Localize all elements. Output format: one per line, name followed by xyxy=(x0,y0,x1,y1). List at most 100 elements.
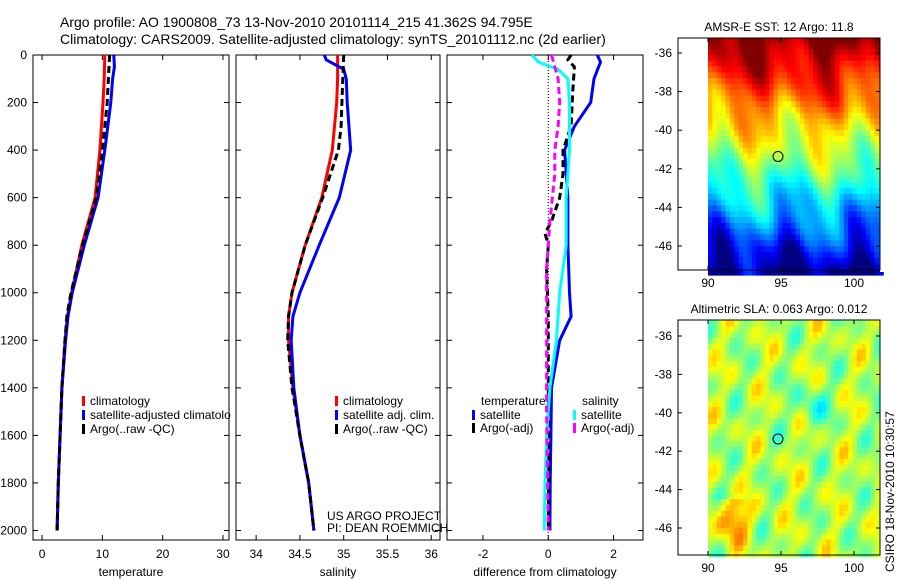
map-cell xyxy=(729,378,735,385)
map-cell xyxy=(778,481,784,489)
map-cell xyxy=(782,205,788,212)
map-cell xyxy=(747,37,753,44)
map-cell xyxy=(808,136,814,143)
map-cell xyxy=(795,458,801,466)
map-cell xyxy=(743,481,748,489)
map-cell xyxy=(769,217,775,224)
map-cell xyxy=(773,326,779,333)
map-lat-label: -36 xyxy=(655,329,673,343)
map-cell xyxy=(786,72,792,79)
map-cell xyxy=(751,89,757,97)
map-cell xyxy=(852,153,858,160)
map-cell xyxy=(830,401,836,408)
map-cell xyxy=(870,384,876,391)
map-cell xyxy=(716,424,722,431)
map-cell xyxy=(764,522,770,529)
map-cell xyxy=(769,430,775,437)
map-cell xyxy=(778,389,784,397)
map-cell xyxy=(808,412,814,420)
map-cell xyxy=(826,458,832,466)
map-cell xyxy=(712,217,718,224)
map-cell xyxy=(852,107,858,114)
map-cell xyxy=(821,107,827,114)
map-cell xyxy=(830,349,836,356)
map-cell xyxy=(743,407,748,414)
map-cell xyxy=(756,435,762,443)
map-cell xyxy=(760,246,766,253)
map-cell xyxy=(769,349,775,356)
map-cell xyxy=(795,366,801,374)
map-cell xyxy=(852,539,858,546)
map-cell xyxy=(786,447,792,454)
map-cell xyxy=(795,320,801,327)
map-cell xyxy=(743,441,748,448)
map-cell xyxy=(791,205,797,212)
map-cell xyxy=(800,516,805,523)
map-cell xyxy=(743,136,748,143)
map-cell xyxy=(852,193,858,201)
map-cell xyxy=(756,188,762,195)
map-cell xyxy=(830,412,836,420)
y-tick-label: 1400 xyxy=(0,381,27,395)
map-cell xyxy=(843,141,849,149)
map-cell xyxy=(808,193,814,201)
map-cell xyxy=(813,118,819,125)
map-cell xyxy=(782,447,788,454)
map-cell xyxy=(852,337,858,345)
map-cell xyxy=(725,470,731,477)
legend-swatch xyxy=(335,424,338,434)
map-cell xyxy=(808,505,814,512)
map-cell xyxy=(786,476,792,483)
map-cell xyxy=(852,389,858,397)
map-cell xyxy=(769,343,775,351)
map-cell xyxy=(865,458,871,466)
map-cell xyxy=(870,539,876,546)
map-cell xyxy=(856,228,862,235)
map-cell xyxy=(813,153,819,160)
map-cell xyxy=(848,217,854,224)
map-cell xyxy=(716,136,722,143)
map-cell xyxy=(778,107,784,114)
map-cell xyxy=(795,130,801,137)
map-cell xyxy=(743,332,748,339)
map-cell xyxy=(729,447,735,454)
map-cell xyxy=(817,320,823,327)
map-cell xyxy=(870,193,876,201)
map-cell xyxy=(791,424,797,431)
map-cell xyxy=(800,246,805,253)
map-cell xyxy=(729,407,735,414)
map-cell xyxy=(712,49,718,56)
map-cell xyxy=(747,182,753,189)
map-cell xyxy=(791,49,797,56)
map-cell xyxy=(734,453,740,460)
map-cell xyxy=(861,66,867,73)
map-cell xyxy=(738,481,744,489)
map-cell xyxy=(800,107,805,114)
map-cell xyxy=(738,320,744,327)
map-cell xyxy=(848,37,854,44)
map-cell xyxy=(747,72,753,79)
map-cell xyxy=(760,412,766,420)
map-cell xyxy=(856,424,862,431)
map-cell xyxy=(751,320,757,327)
map-cell xyxy=(747,54,753,62)
map-cell xyxy=(821,49,827,56)
map-cell xyxy=(852,355,858,362)
map-cell xyxy=(721,147,727,154)
map-cell xyxy=(747,49,753,56)
map-cell xyxy=(743,458,748,466)
map-cell xyxy=(764,470,770,477)
map-cell xyxy=(769,228,775,235)
map-cell xyxy=(804,199,810,207)
x-axis-label: temperature xyxy=(99,565,164,579)
map-cell xyxy=(756,337,762,345)
map-cell xyxy=(835,112,840,120)
map-cell xyxy=(738,332,744,339)
map-cell xyxy=(856,355,862,362)
map-cell xyxy=(826,528,832,535)
map-cell xyxy=(839,361,845,368)
map-cell xyxy=(835,361,840,368)
map-cell xyxy=(712,326,718,333)
map-cell xyxy=(800,263,805,270)
map-cell xyxy=(856,72,862,79)
